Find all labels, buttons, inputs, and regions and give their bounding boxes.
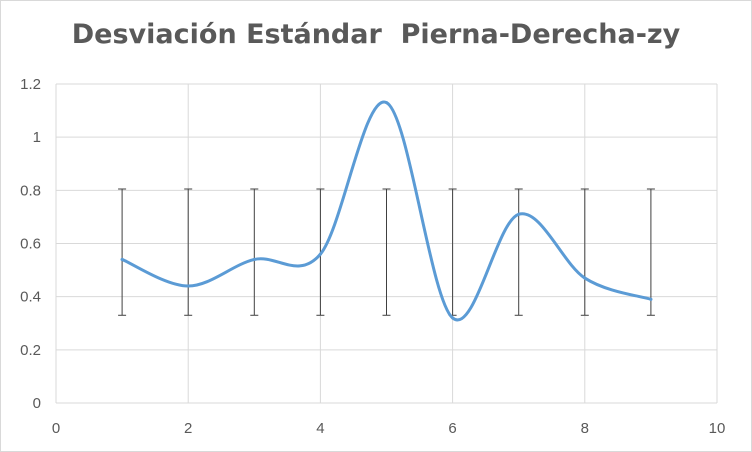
y-tick-label: 0.8 bbox=[20, 182, 41, 199]
y-tick-label: 1 bbox=[33, 129, 41, 146]
error-bars bbox=[118, 188, 655, 316]
y-tick-label: 0.2 bbox=[20, 342, 41, 359]
data-point bbox=[649, 297, 653, 301]
x-tick-label: 10 bbox=[709, 420, 726, 437]
data-point bbox=[517, 212, 521, 216]
x-tick-label: 2 bbox=[184, 420, 192, 437]
x-tick-label: 6 bbox=[448, 420, 456, 437]
y-tick-label: 1.2 bbox=[20, 76, 41, 93]
y-tick-label: 0 bbox=[33, 395, 41, 412]
data-point bbox=[186, 284, 190, 288]
axes: 0 0.2 0.4 0.6 0.8 1 1.2 0 2 4 6 8 10 bbox=[20, 76, 725, 437]
y-tick-label: 0.4 bbox=[20, 289, 41, 306]
data-point bbox=[451, 316, 455, 320]
chart-title: Desviación Estándar Pierna-Derecha-zy bbox=[71, 19, 681, 50]
data-point bbox=[583, 276, 587, 280]
x-tick-label: 0 bbox=[52, 420, 60, 437]
x-tick-label: 4 bbox=[316, 420, 324, 437]
data-point bbox=[120, 257, 124, 261]
y-tick-label: 0.6 bbox=[20, 236, 41, 253]
series-line bbox=[120, 100, 653, 322]
x-tick-label: 8 bbox=[581, 420, 589, 437]
data-point bbox=[318, 252, 322, 256]
series bbox=[120, 100, 653, 322]
data-point bbox=[252, 257, 256, 261]
data-point bbox=[385, 101, 388, 105]
